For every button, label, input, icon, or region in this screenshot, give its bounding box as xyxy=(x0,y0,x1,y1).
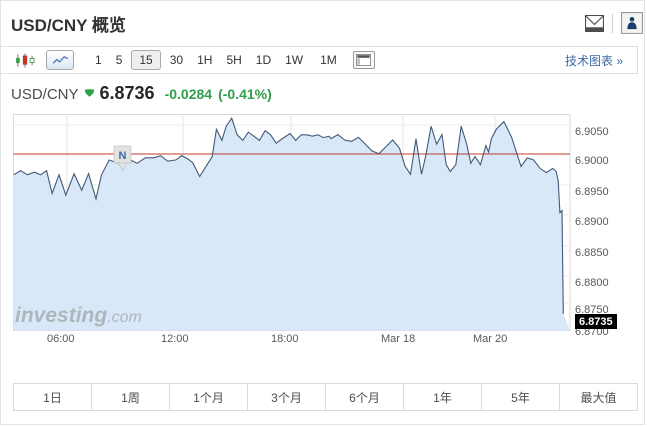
svg-text:N: N xyxy=(119,150,127,162)
